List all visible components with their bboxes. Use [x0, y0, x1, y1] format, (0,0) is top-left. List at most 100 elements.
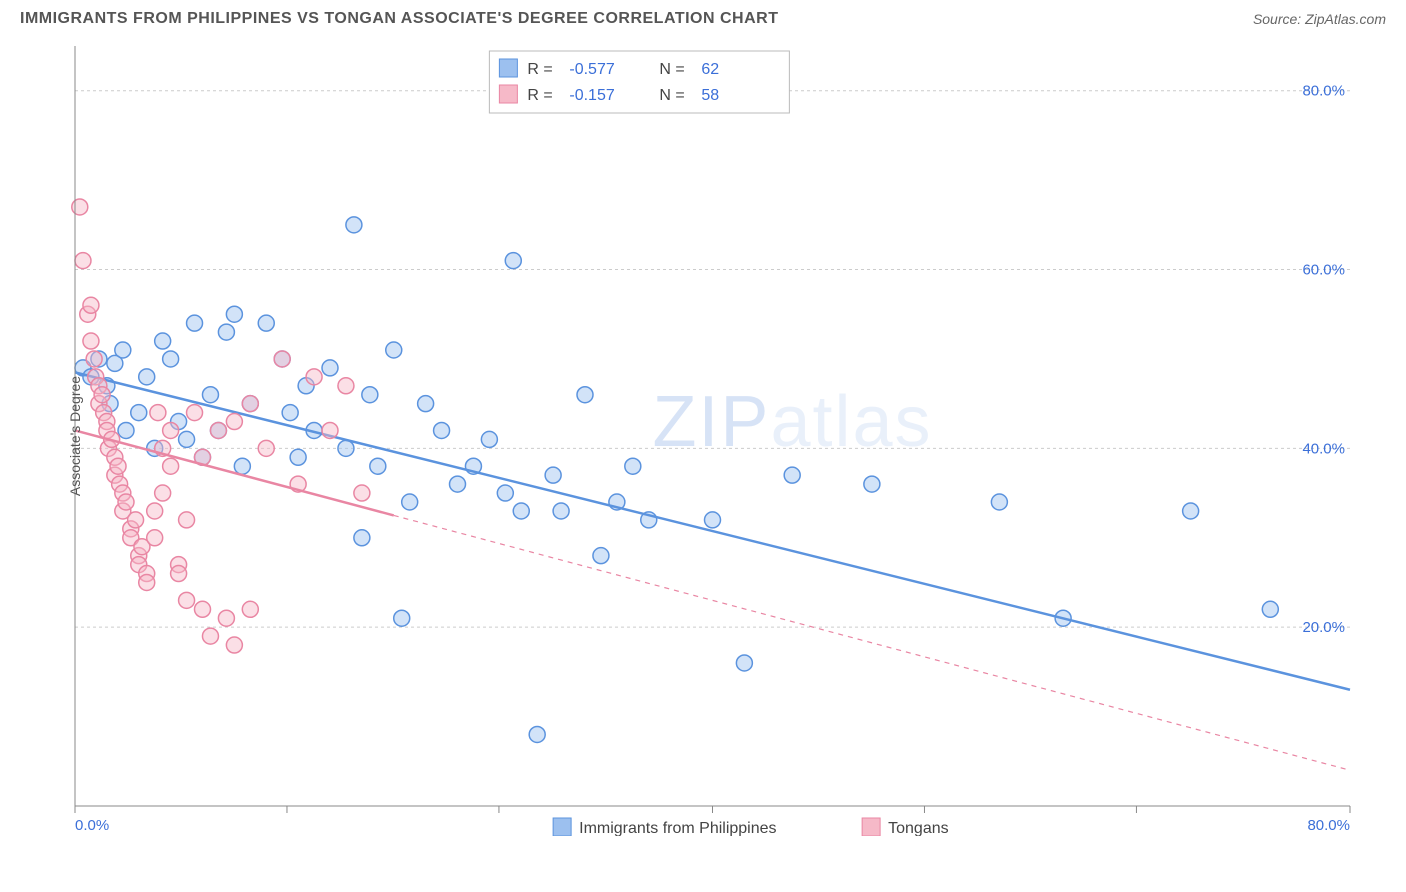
scatter-point — [163, 458, 179, 474]
scatter-point — [147, 503, 163, 519]
scatter-point — [131, 405, 147, 421]
scatter-point — [187, 315, 203, 331]
scatter-point — [346, 217, 362, 233]
y-tick-label: 60.0% — [1302, 262, 1345, 279]
scatter-point — [242, 396, 258, 412]
svg-text:-0.157: -0.157 — [569, 87, 614, 104]
scatter-point — [736, 655, 752, 671]
scatter-point — [163, 422, 179, 438]
scatter-point — [226, 637, 242, 653]
scatter-point — [322, 422, 338, 438]
watermark: ZIPatlas — [652, 382, 932, 462]
scatter-point — [991, 494, 1007, 510]
scatter-point — [864, 476, 880, 492]
scatter-point — [282, 405, 298, 421]
scatter-point — [505, 253, 521, 269]
source-label: Source: ZipAtlas.com — [1253, 11, 1386, 27]
scatter-point — [625, 458, 641, 474]
scatter-point — [86, 351, 102, 367]
legend-swatch — [499, 59, 517, 77]
scatter-point — [513, 503, 529, 519]
scatter-point — [226, 414, 242, 430]
scatter-point — [242, 601, 258, 617]
scatter-point — [75, 253, 91, 269]
legend-label: Immigrants from Philippines — [579, 820, 776, 836]
y-tick-label: 40.0% — [1302, 440, 1345, 457]
scatter-point — [418, 396, 434, 412]
y-tick-label: 20.0% — [1302, 619, 1345, 636]
scatter-point — [529, 726, 545, 742]
scatter-point — [118, 494, 134, 510]
scatter-point — [545, 467, 561, 483]
legend-swatch — [499, 85, 517, 103]
scatter-point — [179, 592, 195, 608]
legend-swatch — [553, 818, 571, 836]
chart-title: IMMIGRANTS FROM PHILIPPINES VS TONGAN AS… — [20, 10, 778, 28]
scatter-point — [83, 333, 99, 349]
scatter-point — [338, 440, 354, 456]
scatter-point — [83, 297, 99, 313]
scatter-point — [72, 199, 88, 215]
scatter-point — [128, 512, 144, 528]
scatter-point — [274, 351, 290, 367]
scatter-point — [218, 324, 234, 340]
scatter-point — [322, 360, 338, 376]
legend-series: Immigrants from Philippines Tongans — [553, 818, 949, 836]
scatter-point — [450, 476, 466, 492]
scatter-point — [118, 422, 134, 438]
scatter-point — [434, 422, 450, 438]
scatter-point — [784, 467, 800, 483]
scatter-point — [497, 485, 513, 501]
scatter-point — [155, 333, 171, 349]
x-tick-label: 0.0% — [75, 817, 109, 834]
scatter-point — [1262, 601, 1278, 617]
scatter-point — [258, 315, 274, 331]
scatter-point — [577, 387, 593, 403]
scatter-point — [306, 369, 322, 385]
scatter-point — [110, 458, 126, 474]
scatter-point — [187, 405, 203, 421]
scatter-point — [155, 485, 171, 501]
svg-text:R =: R = — [527, 87, 552, 104]
y-axis-label: Associate's Degree — [67, 376, 83, 496]
scatter-point — [195, 601, 211, 617]
correlation-scatter-chart: 20.0% 40.0% 60.0% 80.0% ZIPatlas 0.0% 80.0% R =… — [20, 36, 1360, 836]
scatter-point — [202, 628, 218, 644]
legend-swatch — [862, 818, 880, 836]
x-tick-label: 80.0% — [1307, 817, 1350, 834]
scatter-point — [553, 503, 569, 519]
scatter-point — [94, 387, 110, 403]
scatter-point — [705, 512, 721, 528]
scatter-point — [139, 574, 155, 590]
scatter-point — [202, 387, 218, 403]
scatter-point — [234, 458, 250, 474]
svg-text:-0.577: -0.577 — [569, 61, 614, 78]
scatter-point — [179, 512, 195, 528]
scatter-point — [402, 494, 418, 510]
scatter-point — [338, 378, 354, 394]
scatter-point — [354, 485, 370, 501]
legend-label: Tongans — [888, 820, 949, 836]
scatter-point — [179, 431, 195, 447]
scatter-point — [150, 405, 166, 421]
scatter-point — [258, 440, 274, 456]
scatter-point — [362, 387, 378, 403]
scatter-point — [226, 306, 242, 322]
scatter-point — [147, 530, 163, 546]
scatter-point — [386, 342, 402, 358]
svg-text:62: 62 — [701, 61, 719, 78]
y-tick-label: 80.0% — [1302, 83, 1345, 100]
legend-stats: R =-0.577N =62R =-0.157N =58 — [489, 51, 789, 113]
svg-text:N =: N = — [659, 87, 684, 104]
scatter-point — [290, 449, 306, 465]
scatter-point — [163, 351, 179, 367]
scatter-point — [1183, 503, 1199, 519]
scatter-point — [481, 431, 497, 447]
scatter-point — [370, 458, 386, 474]
svg-text:58: 58 — [701, 87, 719, 104]
scatter-point — [210, 422, 226, 438]
scatter-point — [354, 530, 370, 546]
svg-text:R =: R = — [527, 61, 552, 78]
scatter-point — [218, 610, 234, 626]
scatter-point — [394, 610, 410, 626]
